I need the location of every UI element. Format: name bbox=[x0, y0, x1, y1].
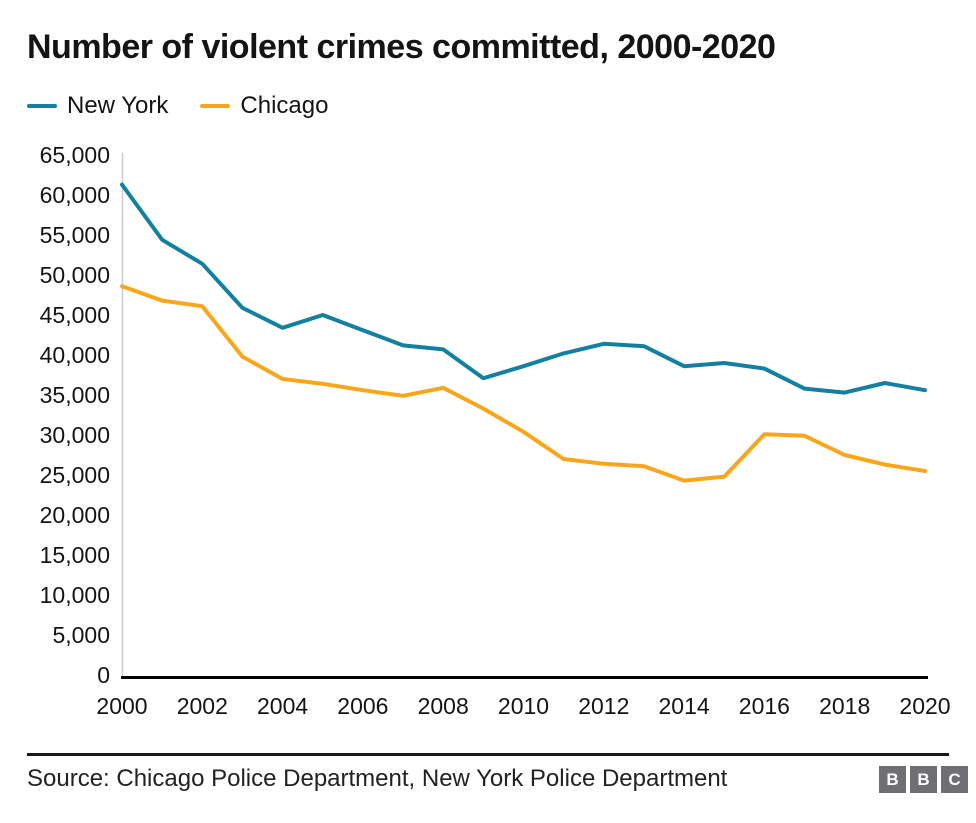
y-tick-label: 5,000 bbox=[52, 622, 110, 648]
y-tick-label: 15,000 bbox=[39, 542, 110, 568]
legend-item-chicago: Chicago bbox=[200, 92, 328, 120]
legend-label: Chicago bbox=[240, 92, 329, 119]
footer-divider bbox=[27, 753, 949, 756]
new-york-swatch bbox=[27, 104, 57, 108]
x-tick-label: 2020 bbox=[899, 693, 951, 719]
legend: New York Chicago bbox=[27, 92, 328, 120]
bbc-logo-block: C bbox=[941, 766, 968, 793]
chicago-line bbox=[120, 284, 927, 483]
y-tick-label: 20,000 bbox=[39, 502, 110, 528]
y-tick-label: 55,000 bbox=[39, 222, 110, 248]
y-tick-label: 10,000 bbox=[39, 582, 110, 608]
x-tick-label: 2010 bbox=[497, 693, 550, 719]
y-tick-label: 30,000 bbox=[39, 422, 110, 448]
bbc-logo-block: B bbox=[910, 766, 937, 793]
x-tick-label: 2008 bbox=[417, 693, 469, 719]
x-tick-label: 2012 bbox=[578, 693, 630, 719]
new-york-line bbox=[120, 182, 927, 395]
y-tick-label: 45,000 bbox=[39, 302, 110, 328]
x-tick-label: 2004 bbox=[257, 693, 309, 719]
y-tick-label: 25,000 bbox=[39, 462, 110, 488]
x-tick-label: 2016 bbox=[738, 693, 790, 719]
y-tick-label: 60,000 bbox=[39, 182, 110, 208]
legend-label: New York bbox=[67, 92, 169, 119]
y-tick-label: 50,000 bbox=[39, 262, 110, 288]
y-tick-label: 0 bbox=[97, 662, 110, 688]
y-tick-label: 65,000 bbox=[39, 142, 110, 168]
chart-title: Number of violent crimes committed, 2000… bbox=[27, 28, 776, 66]
y-tick-label: 35,000 bbox=[39, 382, 110, 408]
x-tick-label: 2018 bbox=[819, 693, 871, 719]
x-tick-label: 2002 bbox=[176, 693, 228, 719]
legend-item-new-york: New York bbox=[27, 92, 168, 120]
bbc-logo-block: B bbox=[879, 766, 906, 793]
x-tick-label: 2006 bbox=[337, 693, 389, 719]
x-tick-label: 2000 bbox=[96, 693, 148, 719]
y-tick-label: 40,000 bbox=[39, 342, 110, 368]
chicago-swatch bbox=[200, 104, 231, 108]
source-text: Source: Chicago Police Department, New Y… bbox=[27, 765, 728, 792]
x-tick-label: 2014 bbox=[658, 693, 710, 719]
